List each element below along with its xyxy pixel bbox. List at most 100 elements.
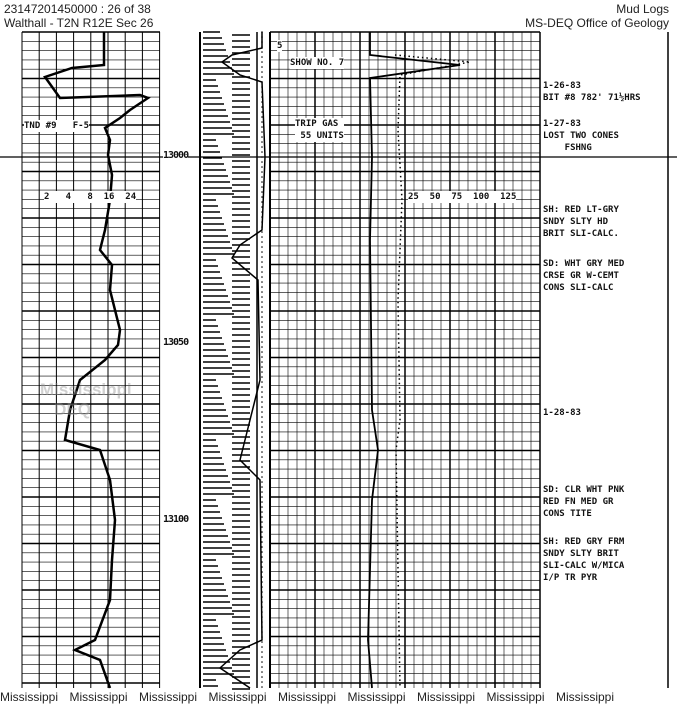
sand-dot	[261, 416, 263, 418]
sand-dot	[261, 161, 263, 163]
sand-dot	[261, 486, 263, 488]
sand-dot	[261, 481, 263, 483]
sand-dot	[261, 306, 263, 308]
sand-dot	[261, 266, 263, 268]
sand-dot	[261, 491, 263, 493]
gas-scale: 25 50 75 100 125	[408, 191, 517, 203]
footer-text: Mississippi	[347, 690, 406, 704]
sand-dot	[261, 526, 263, 528]
sand-dot	[261, 386, 263, 388]
sand-dot	[261, 676, 263, 678]
sand-dot	[261, 536, 263, 538]
sand-dot	[261, 471, 263, 473]
footer-text: Mississippi	[208, 690, 267, 704]
sand-dot	[261, 251, 263, 253]
sand-dot	[261, 236, 263, 238]
sand-dot	[261, 661, 263, 663]
sand-dot	[261, 316, 263, 318]
depth-label-13050: 13050	[163, 337, 189, 348]
sand-dot	[261, 196, 263, 198]
sand-dot	[261, 186, 263, 188]
sand-dot	[261, 646, 263, 648]
remark-shale-1: SH: RED LT-GRY SNDY SLTY HD BRIT SLI-CAL…	[543, 205, 619, 239]
trip-note: TND #9 F-5	[24, 120, 90, 132]
footer-text: Mississippi	[278, 690, 337, 704]
sand-dot	[261, 651, 263, 653]
sand-dot	[261, 391, 263, 393]
sand-dot	[261, 301, 263, 303]
remark-sand-1: SD: WHT GRY MED CRSE GR W-CEMT CONS SLI-…	[543, 259, 625, 293]
sand-dot	[261, 126, 263, 128]
sand-dot	[261, 351, 263, 353]
sand-dot	[261, 681, 263, 683]
sand-dot	[261, 411, 263, 413]
remark-bit: 1-26-83 BIT #8 782' 71½HRS	[543, 81, 641, 103]
sand-dot	[261, 366, 263, 368]
sand-dot	[261, 171, 263, 173]
remark-sand-2: SD: CLR WHT PNK RED FN MED GR CONS TITE	[543, 485, 625, 519]
sand-dot	[261, 671, 263, 673]
sand-dot	[261, 656, 263, 658]
footer-watermark: Mississippi Mississippi Mississippi Miss…	[0, 690, 677, 705]
agency-name: MS-DEQ Office of Geology	[525, 16, 669, 30]
document-id: 23147201450000 : 26 of 38	[4, 2, 151, 16]
sand-dot	[261, 506, 263, 508]
show-label: SHOW NO. 7	[290, 57, 345, 69]
footer-text: Mississippi	[556, 690, 615, 704]
sand-dot	[261, 381, 263, 383]
footer-text: Mississippi	[69, 690, 128, 704]
log-curves	[42, 32, 471, 689]
log-trace	[218, 32, 266, 689]
sand-dot	[261, 76, 263, 78]
sand-dot	[261, 151, 263, 153]
sand-dot	[261, 61, 263, 63]
sand-dot	[261, 146, 263, 148]
depth-label-13000: 13000	[163, 150, 189, 161]
sand-dot	[261, 511, 263, 513]
sand-dot	[261, 191, 263, 193]
sand-dot	[261, 136, 263, 138]
sand-dot	[261, 66, 263, 68]
sand-dot	[261, 431, 263, 433]
sand-dot	[261, 666, 263, 668]
sand-dot	[261, 341, 263, 343]
remark-date: 1-28-83	[543, 408, 581, 418]
footer-text: Mississippi	[0, 690, 59, 704]
sand-dot	[261, 361, 263, 363]
sand-dot	[261, 121, 263, 123]
log-trace	[367, 32, 461, 689]
sand-dot	[261, 311, 263, 313]
sand-dot	[261, 276, 263, 278]
sand-dot	[261, 451, 263, 453]
sand-dot	[261, 256, 263, 258]
sand-dot	[261, 396, 263, 398]
sand-dot	[261, 281, 263, 283]
sand-dot	[261, 111, 263, 113]
sand-dot	[261, 426, 263, 428]
sand-dot	[261, 326, 263, 328]
sand-dot	[261, 421, 263, 423]
well-location: Walthall - T2N R12E Sec 26	[4, 16, 154, 30]
sand-dot	[261, 286, 263, 288]
sand-dot	[261, 241, 263, 243]
sand-dot	[261, 271, 263, 273]
sand-dot	[261, 641, 263, 643]
gas-top-marker: 5	[277, 40, 283, 52]
document-category: Mud Logs	[616, 2, 669, 16]
sand-dot	[261, 546, 263, 548]
sand-dot	[261, 231, 263, 233]
sand-dot	[261, 436, 263, 438]
sand-dot	[261, 71, 263, 73]
sand-dot	[261, 131, 263, 133]
sand-dot	[261, 261, 263, 263]
sand-dot	[261, 296, 263, 298]
sand-dot	[261, 496, 263, 498]
sand-dot	[261, 376, 263, 378]
sand-dot	[261, 446, 263, 448]
sand-dot	[261, 516, 263, 518]
sand-dot	[261, 406, 263, 408]
footer-text: Mississippi	[486, 690, 545, 704]
sand-dot	[261, 141, 263, 143]
